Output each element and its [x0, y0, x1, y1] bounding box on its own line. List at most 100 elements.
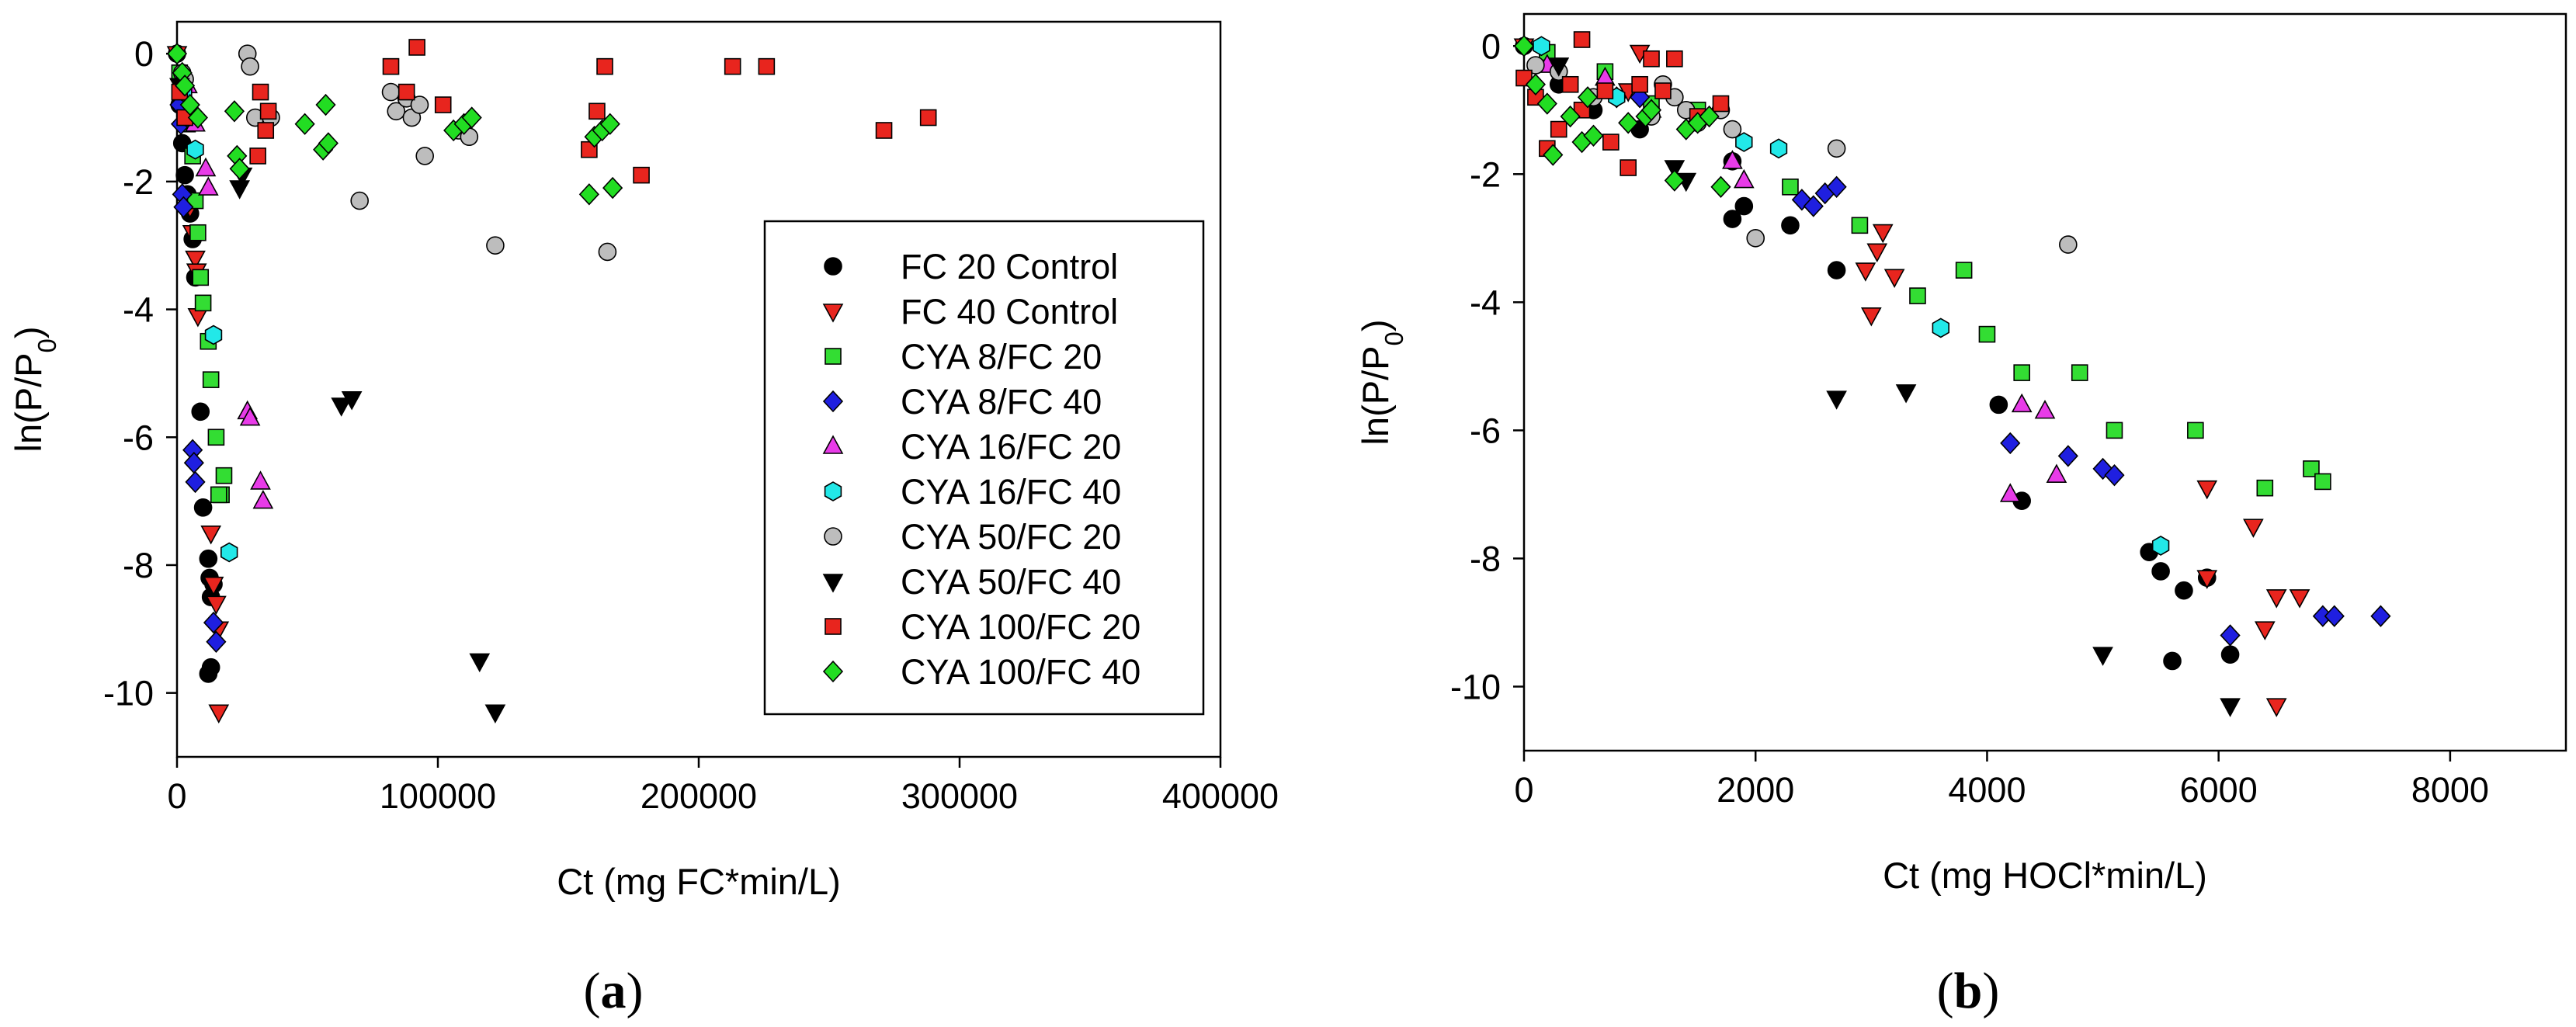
- data-point: [1872, 224, 1894, 244]
- y-tick-label: -2: [123, 162, 154, 202]
- legend-entry: CYA 16/FC 20: [901, 427, 1121, 467]
- data-point: [185, 250, 206, 270]
- data-point: [2324, 605, 2345, 627]
- data-point: [1618, 112, 1639, 134]
- data-point: [331, 397, 352, 417]
- data-point: [2106, 422, 2123, 439]
- data-point: [1666, 50, 1683, 68]
- data-point: [192, 269, 210, 286]
- data-point: [1577, 86, 1599, 109]
- data-point: [1561, 75, 1579, 93]
- data-point: [1827, 139, 1846, 158]
- data-point: [341, 391, 363, 411]
- series-8: [171, 39, 937, 184]
- data-point: [189, 224, 207, 241]
- legend-marker: [825, 618, 842, 635]
- y-tick-label: 0: [134, 34, 154, 74]
- data-point: [1746, 229, 1765, 248]
- data-point: [199, 664, 218, 683]
- legend-marker: [824, 257, 842, 276]
- data-point: [1513, 35, 1535, 57]
- data-point: [2314, 473, 2331, 491]
- data-point: [2265, 698, 2287, 717]
- data-point: [202, 371, 220, 388]
- legend: FC 20 Control FC 40 Control CYA 8/FC 20 CYA…: [763, 220, 1205, 716]
- data-point: [2196, 480, 2218, 500]
- data-point: [203, 611, 224, 634]
- data-point: [249, 147, 266, 165]
- legend-entry: CYA 50/FC 20: [901, 517, 1121, 557]
- data-point: [1560, 105, 1581, 128]
- chart-b: 0 2000 4000 6000 8000 0 -2 -4 -6 -8 -10 Ct (mg HOCl…: [1355, 12, 2567, 896]
- data-point: [207, 428, 225, 446]
- data-point: [1712, 95, 1730, 113]
- data-point: [2220, 624, 2241, 647]
- data-point: [2057, 445, 2078, 467]
- x-axis-label: Ct (mg FC*min/L): [557, 861, 841, 902]
- data-point: [193, 498, 213, 517]
- data-point: [2265, 589, 2287, 609]
- data-point: [1895, 384, 1917, 404]
- series-9: [1513, 35, 1731, 198]
- data-point: [203, 576, 224, 596]
- data-point: [1723, 120, 1742, 139]
- y-tick-label: -10: [1450, 667, 1501, 706]
- data-point: [2243, 519, 2264, 538]
- data-point: [875, 122, 893, 139]
- data-point: [578, 183, 599, 206]
- panel-label-a: (a): [584, 963, 644, 1019]
- data-point: [1999, 483, 2021, 502]
- data-point: [210, 486, 227, 504]
- legend-marker: [822, 304, 844, 323]
- data-point: [724, 57, 741, 75]
- legend-entry: CYA 50/FC 40: [901, 562, 1121, 602]
- x-tick-label: 400000: [1162, 776, 1279, 816]
- data-point: [215, 467, 233, 484]
- y-axis-label: ln(P/P0): [8, 326, 61, 452]
- y-tick-label: -8: [123, 546, 154, 585]
- legend-entry: CYA 100/FC 40: [901, 652, 1140, 692]
- data-point: [173, 196, 194, 218]
- data-point: [1803, 195, 1824, 217]
- series-7: [1548, 57, 2241, 717]
- data-point: [2254, 621, 2276, 640]
- data-point: [1550, 120, 1567, 138]
- y-tick-label: 0: [1481, 26, 1501, 66]
- data-point: [2303, 460, 2320, 477]
- legend-marker: [822, 435, 844, 454]
- data-point: [257, 122, 275, 139]
- data-point: [197, 176, 219, 196]
- data-point: [220, 542, 238, 563]
- y-tick-label: -4: [1470, 283, 1501, 322]
- data-point: [1643, 50, 1660, 68]
- x-tick-label: 300000: [901, 776, 1018, 816]
- data-point: [241, 57, 259, 76]
- data-point: [1664, 169, 1685, 192]
- data-point: [1722, 150, 1743, 169]
- data-point: [2187, 422, 2204, 439]
- data-point: [1664, 160, 1686, 179]
- data-point: [1640, 99, 1662, 121]
- data-point: [206, 630, 227, 653]
- series-1: [1513, 38, 2310, 717]
- legend-marker: [822, 390, 844, 413]
- data-point: [208, 704, 230, 724]
- chart-a: 0 100000 200000 300000 400000 0 -2 -4 -6 -8 -10 Ct …: [8, 20, 1279, 902]
- data-point: [461, 106, 482, 129]
- data-point: [1733, 168, 1755, 189]
- data-point: [2289, 589, 2310, 609]
- data-point: [194, 294, 212, 312]
- data-point: [2013, 364, 2030, 381]
- data-point: [598, 242, 617, 262]
- data-point: [195, 157, 217, 177]
- data-point: [1955, 262, 1973, 279]
- data-point: [434, 96, 452, 113]
- data-point: [2034, 399, 2056, 419]
- x-axis-label: Ct (mg HOCl*min/L): [1883, 855, 2207, 896]
- data-point: [1769, 138, 1788, 159]
- data-point: [166, 42, 188, 65]
- data-point: [410, 95, 429, 114]
- series-4: [1536, 54, 2067, 502]
- data-point: [2104, 463, 2125, 487]
- data-point: [2163, 651, 2182, 671]
